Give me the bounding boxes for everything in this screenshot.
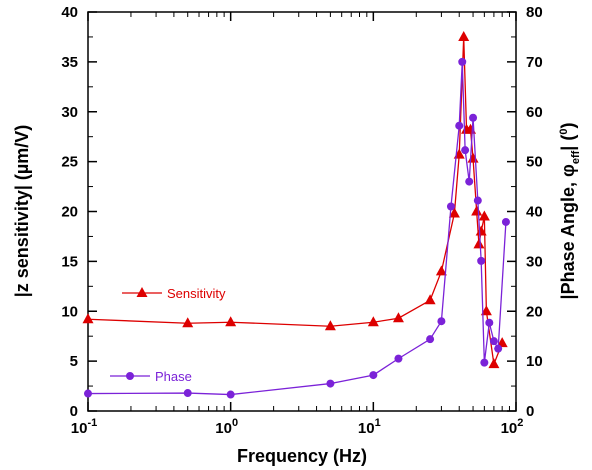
left-y-tick-label: 10 — [61, 303, 78, 320]
sensitivity-line — [87, 36, 503, 367]
sensitivity-point — [488, 358, 500, 369]
x-tick-base: 10 — [71, 420, 88, 437]
right-y-tick-label: 30 — [526, 253, 543, 270]
x-tick-label: 101 — [358, 417, 381, 437]
phase-point — [461, 146, 470, 155]
right-y-axis-ticks: 0 10 20 30 40 50 60 70 80 — [507, 4, 543, 420]
x-tick-label: 100 — [215, 417, 238, 437]
sensitivity-point — [458, 30, 470, 41]
right-y-tick-label: 50 — [526, 154, 543, 171]
sensitivity-point — [225, 316, 237, 327]
phase-point — [501, 217, 510, 226]
left-y-axis-title: |z sensitivity| (µm/V) — [12, 125, 32, 298]
right-y-axis-title-prefix: |Phase Angle, — [558, 177, 578, 299]
phase-point — [183, 389, 192, 398]
phase-point — [458, 57, 467, 66]
phase-point — [489, 337, 498, 346]
series-layer — [82, 30, 510, 399]
right-y-axis-title: |Phase Angle, φeff| (0) — [558, 123, 582, 300]
left-y-tick-label: 15 — [61, 253, 78, 270]
x-tick-exponent: 2 — [517, 417, 523, 429]
x-axis-title: Frequency (Hz) — [237, 446, 367, 466]
left-y-axis-ticks: 0 5 10 15 20 25 30 35 40 — [61, 4, 97, 420]
sensitivity-point — [475, 225, 487, 236]
left-y-tick-label: 30 — [61, 104, 78, 121]
right-y-axis-title-mid: | ( — [558, 135, 578, 151]
plot-frame — [87, 11, 517, 412]
sensitivity-point — [480, 305, 492, 316]
x-tick-base: 10 — [501, 420, 518, 437]
x-tick-exponent: -1 — [87, 417, 97, 429]
right-y-tick-label: 0 — [526, 403, 534, 420]
right-y-axis-title-sub: eff — [570, 150, 582, 164]
sensitivity-point — [82, 313, 94, 324]
phase-point — [494, 344, 503, 353]
right-y-axis-title-phi: φ — [558, 164, 578, 177]
phase-point — [426, 335, 435, 344]
sensitivity-point — [324, 320, 336, 331]
x-tick-exponent: 1 — [375, 417, 381, 429]
phase-point — [469, 113, 478, 122]
legend: Sensitivity Phase — [110, 286, 226, 384]
phase-point — [369, 371, 378, 380]
phase-point — [437, 317, 446, 326]
right-y-tick-label: 40 — [526, 204, 543, 221]
sensitivity-point — [392, 312, 404, 323]
sensitivity-point — [478, 210, 490, 221]
right-y-axis-title-sup: 0 — [558, 129, 570, 135]
right-y-tick-label: 60 — [526, 104, 543, 121]
sensitivity-point — [467, 152, 479, 163]
phase-point — [326, 379, 335, 388]
left-y-tick-label: 40 — [61, 4, 78, 21]
left-y-tick-label: 0 — [70, 403, 78, 420]
right-y-tick-label: 80 — [526, 4, 543, 21]
sensitivity-point — [424, 294, 436, 305]
x-axis-ticks: 10-1 100 101 102 — [71, 12, 524, 437]
x-tick-label: 10-1 — [71, 417, 97, 437]
phase-point — [485, 318, 494, 327]
legend-phase-marker — [126, 372, 134, 380]
x-tick-base: 10 — [215, 420, 232, 437]
right-y-tick-label: 70 — [526, 54, 543, 71]
phase-point — [446, 202, 455, 211]
legend-sensitivity-marker — [136, 287, 148, 297]
right-y-tick-label: 20 — [526, 303, 543, 320]
left-y-tick-label: 20 — [61, 204, 78, 221]
phase-line — [87, 61, 507, 396]
phase-point — [394, 354, 403, 363]
left-y-tick-label: 35 — [61, 54, 78, 71]
sensitivity-point — [496, 337, 508, 348]
sensitivity-point — [367, 316, 379, 327]
phase-point — [226, 390, 235, 399]
left-y-tick-label: 5 — [70, 353, 78, 370]
x-tick-base: 10 — [358, 420, 375, 437]
left-y-tick-label: 25 — [61, 154, 78, 171]
phase-point — [84, 389, 92, 398]
phase-point — [477, 256, 486, 265]
legend-phase-label: Phase — [155, 369, 192, 384]
phase-point — [473, 196, 482, 205]
phase-point — [480, 358, 489, 367]
sensitivity-point — [182, 317, 194, 328]
right-y-axis-title-end: ) — [558, 123, 578, 129]
phase-point — [465, 177, 474, 186]
sensitivity-point — [435, 265, 447, 276]
phase-point — [455, 121, 464, 130]
legend-sensitivity-label: Sensitivity — [167, 286, 226, 301]
sensitivity-point — [448, 207, 460, 218]
sensitivity-point — [471, 205, 483, 216]
sensitivity-point — [473, 238, 485, 249]
right-y-tick-label: 10 — [526, 353, 543, 370]
x-tick-exponent: 0 — [232, 417, 238, 429]
x-tick-label: 102 — [501, 417, 524, 437]
